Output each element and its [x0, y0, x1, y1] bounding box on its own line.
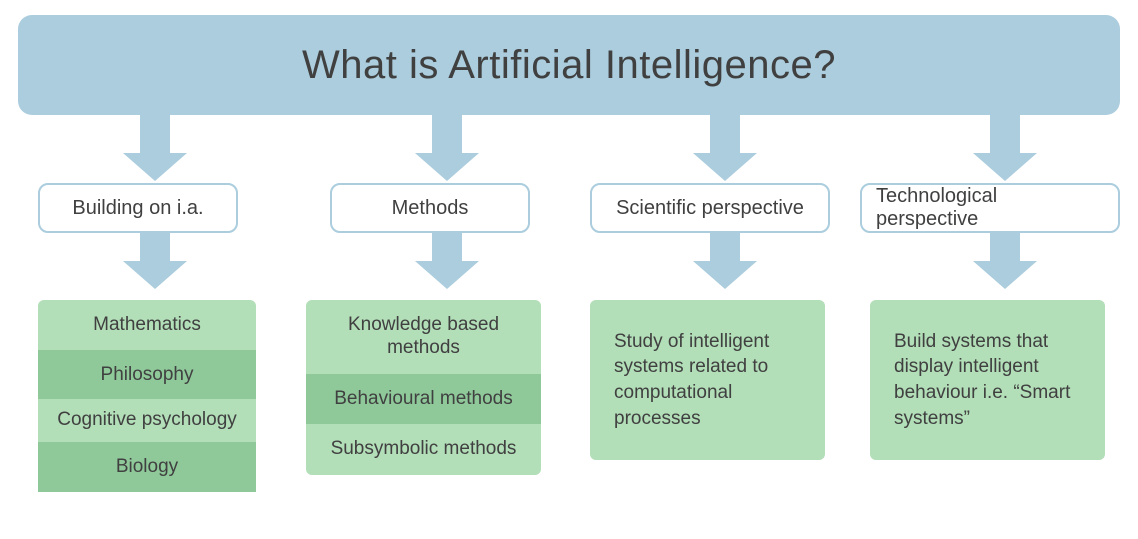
list-item: Mathematics: [38, 300, 256, 350]
category-methods: Methods: [330, 183, 530, 233]
category-scientific: Scientific perspective: [590, 183, 830, 233]
list-item: Biology: [38, 442, 256, 492]
category-technological: Technological perspective: [860, 183, 1120, 233]
arrow-mid-2: [693, 233, 757, 289]
title-text: What is Artificial Intelligence?: [302, 43, 836, 88]
category-building: Building on i.a.: [38, 183, 238, 233]
content-text: Study of intelligent systems related to …: [614, 329, 801, 432]
list-item: Knowledge based methods: [306, 300, 541, 374]
list-item: Behavioural methods: [306, 374, 541, 425]
arrow-mid-1: [415, 233, 479, 289]
category-label: Methods: [392, 197, 469, 220]
arrow-top-1: [415, 115, 479, 181]
list-item: Cognitive psychology: [38, 399, 256, 442]
list-item: Philosophy: [38, 350, 256, 400]
category-label: Scientific perspective: [616, 197, 804, 220]
arrow-top-2: [693, 115, 757, 181]
arrow-top-0: [123, 115, 187, 181]
arrow-top-3: [973, 115, 1037, 181]
content-methods-list: Knowledge based methods Behavioural meth…: [306, 300, 541, 475]
arrow-mid-3: [973, 233, 1037, 289]
content-scientific: Study of intelligent systems related to …: [590, 300, 825, 460]
content-building-list: Mathematics Philosophy Cognitive psychol…: [38, 300, 256, 492]
title-box: What is Artificial Intelligence?: [18, 15, 1120, 115]
category-label: Technological perspective: [876, 185, 1104, 231]
list-item: Subsymbolic methods: [306, 424, 541, 475]
arrow-mid-0: [123, 233, 187, 289]
content-text: Build systems that display intelligent b…: [894, 329, 1081, 432]
category-label: Building on i.a.: [72, 197, 203, 220]
content-technological: Build systems that display intelligent b…: [870, 300, 1105, 460]
